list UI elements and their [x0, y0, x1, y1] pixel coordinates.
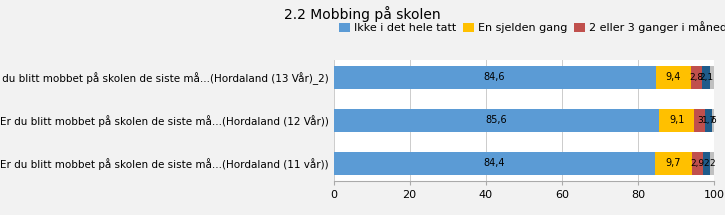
Text: 9,7: 9,7 — [666, 158, 681, 168]
Bar — [655, 66, 691, 89]
Bar — [655, 152, 692, 175]
Bar — [691, 66, 702, 89]
Text: 1,7: 1,7 — [702, 116, 716, 125]
Text: 2,9: 2,9 — [690, 159, 704, 168]
Bar — [710, 66, 714, 89]
Text: 2: 2 — [709, 159, 715, 168]
Text: 3: 3 — [697, 116, 703, 125]
Bar — [334, 152, 655, 175]
Bar — [705, 109, 712, 132]
Bar — [659, 109, 694, 132]
Bar — [712, 109, 714, 132]
Bar — [710, 152, 714, 175]
Text: 2.2 Mobbing på skolen: 2.2 Mobbing på skolen — [284, 6, 441, 22]
Bar — [334, 66, 655, 89]
Text: 84,6: 84,6 — [484, 72, 505, 83]
Text: 2: 2 — [704, 159, 709, 168]
Text: 2,8: 2,8 — [689, 73, 704, 82]
Text: 2,1: 2,1 — [699, 73, 713, 82]
Text: 9,1: 9,1 — [669, 115, 684, 125]
Bar — [703, 152, 710, 175]
Legend: Ikke i det hele tatt, En sjelden gang, 2 eller 3 ganger i måneden, Omtrent 1 gan: Ikke i det hele tatt, En sjelden gang, 2… — [339, 21, 725, 33]
Bar — [334, 109, 659, 132]
Bar — [694, 109, 705, 132]
Text: 85,6: 85,6 — [486, 115, 508, 125]
Text: 9,4: 9,4 — [666, 72, 681, 83]
Text: 6: 6 — [710, 116, 716, 125]
Bar — [692, 152, 703, 175]
Text: 84,4: 84,4 — [484, 158, 505, 168]
Bar — [702, 66, 710, 89]
